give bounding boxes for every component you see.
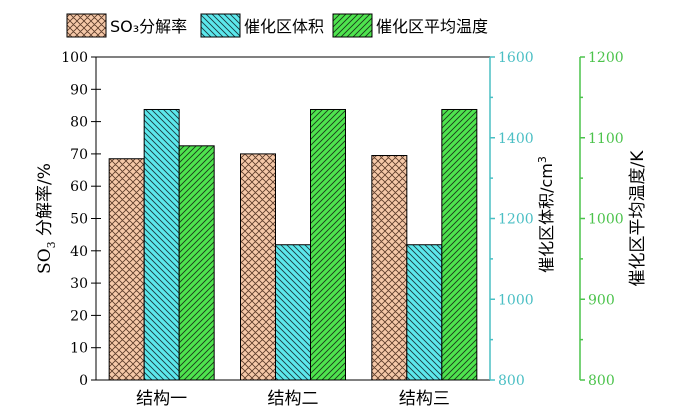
bar-1-3 bbox=[371, 155, 408, 381]
axes: 结构一 结构二 结构三 0 10 20 30 40 50 60 70 80 90 100 800 1000 12… bbox=[35, 50, 648, 409]
right2-tick-label: 800 bbox=[588, 373, 615, 389]
left-tick-label: 40 bbox=[70, 244, 88, 260]
left-tick-label: 80 bbox=[70, 115, 88, 131]
legend-label-2: 催化区体积 bbox=[244, 17, 324, 36]
x-tick-label: 结构一 bbox=[136, 389, 187, 409]
legend-label-1: SO₃分解率 bbox=[110, 17, 187, 36]
right1-tick-label: 1400 bbox=[498, 131, 534, 147]
right1-axis-label: 催化区体积/cm3 bbox=[536, 156, 556, 273]
bar-1-1 bbox=[108, 158, 145, 381]
right1-tick-label: 1600 bbox=[498, 50, 534, 66]
legend-swatch-2 bbox=[200, 13, 241, 38]
left-tick-label: 60 bbox=[70, 179, 88, 195]
bars bbox=[108, 108, 478, 381]
bar-3-3 bbox=[441, 108, 478, 381]
bar-2-3 bbox=[406, 244, 443, 381]
legend-swatch-3 bbox=[332, 13, 373, 38]
left-tick-label: 30 bbox=[70, 276, 88, 292]
right2-tick-label: 1200 bbox=[588, 50, 624, 66]
right2-tick-label: 1100 bbox=[588, 131, 624, 147]
left-tick-label: 90 bbox=[70, 82, 88, 98]
legend-swatch-1 bbox=[66, 13, 107, 38]
left-tick-label: 20 bbox=[70, 308, 88, 324]
right2-tick-label: 1000 bbox=[588, 212, 624, 228]
x-tick-label: 结构二 bbox=[268, 389, 319, 409]
left-tick-label: 0 bbox=[79, 373, 88, 389]
bar-2-2 bbox=[275, 244, 311, 381]
left-tick-label: 50 bbox=[70, 212, 88, 228]
bar-1-2 bbox=[240, 153, 276, 381]
right1-tick-label: 1000 bbox=[498, 292, 534, 308]
right2-axis-label: 催化区平均温度/K bbox=[628, 150, 648, 287]
left-tick-label: 100 bbox=[61, 50, 88, 66]
left-axis-label: SO3 分解率/% bbox=[35, 163, 58, 274]
left-tick-label: 10 bbox=[70, 341, 88, 357]
right1-tick-label: 1200 bbox=[498, 212, 534, 228]
bar-2-1 bbox=[143, 108, 180, 381]
left-tick-label: 70 bbox=[70, 147, 88, 163]
bar-3-1 bbox=[178, 145, 215, 381]
right1-tick-label: 800 bbox=[498, 373, 525, 389]
legend-label-3: 催化区平均温度 bbox=[376, 17, 488, 36]
bar-3-2 bbox=[310, 108, 346, 381]
legend: SO₃分解率 催化区体积 催化区平均温度 bbox=[66, 13, 488, 38]
right2-tick-label: 900 bbox=[588, 292, 615, 308]
x-tick-label: 结构三 bbox=[399, 389, 450, 409]
